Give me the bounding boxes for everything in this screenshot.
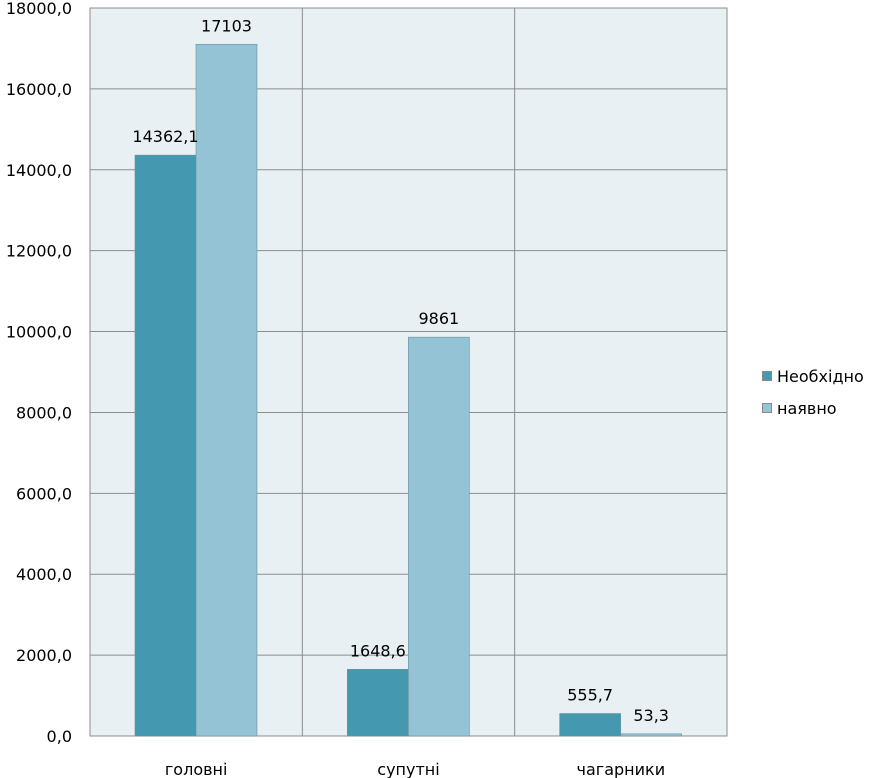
- legend-swatch-series-2: [762, 403, 772, 413]
- data-labels: 14362,1 17103 1648,6 9861 555,7 53,3: [132, 16, 669, 725]
- bar-series-1-2: [559, 713, 621, 737]
- y-axis-tick-labels: 0,0 2000,0 4000,0 6000,0 8000,0 10000,0 12000,…: [6, 0, 72, 746]
- bar-series-2-1: [408, 336, 470, 737]
- x-category-label: чагарники: [577, 760, 666, 778]
- legend-label-series-1: Необхідно: [777, 366, 864, 386]
- y-tick-label: 2000,0: [16, 646, 72, 665]
- legend-swatch-series-1: [762, 371, 772, 381]
- y-tick-label: 14000,0: [6, 161, 72, 180]
- y-tick-label: 6000,0: [16, 484, 72, 503]
- y-tick-label: 18000,0: [6, 0, 72, 18]
- data-label-series-2-0: 17103: [201, 16, 252, 35]
- bar-series-2-2: [620, 733, 682, 737]
- legend-item-series-2: наявно: [762, 398, 864, 418]
- legend-item-series-1: Необхідно: [762, 366, 864, 386]
- x-axis-category-labels: головні супутні чагарники: [165, 760, 665, 778]
- legend: Необхідно наявно: [762, 366, 864, 430]
- y-tick-label: 12000,0: [6, 242, 72, 261]
- bar-series-1-1: [347, 669, 409, 737]
- y-tick-label: 8000,0: [16, 403, 72, 422]
- y-tick-label: 0,0: [47, 727, 72, 746]
- bars: [134, 43, 682, 737]
- x-category-label: головні: [165, 760, 228, 778]
- bar-series-2-0: [195, 43, 258, 737]
- data-label-series-1-2: 555,7: [567, 686, 613, 705]
- data-label-series-1-0: 14362,1: [132, 127, 198, 146]
- data-label-series-1-1: 1648,6: [350, 641, 406, 660]
- y-tick-label: 16000,0: [6, 80, 72, 99]
- y-tick-label: 4000,0: [16, 565, 72, 584]
- y-tick-label: 10000,0: [6, 323, 72, 342]
- bar-series-1-0: [134, 154, 197, 737]
- data-label-series-2-2: 53,3: [633, 706, 669, 725]
- x-category-label: супутні: [377, 760, 439, 778]
- data-label-series-2-1: 9861: [418, 309, 459, 328]
- legend-label-series-2: наявно: [777, 398, 837, 418]
